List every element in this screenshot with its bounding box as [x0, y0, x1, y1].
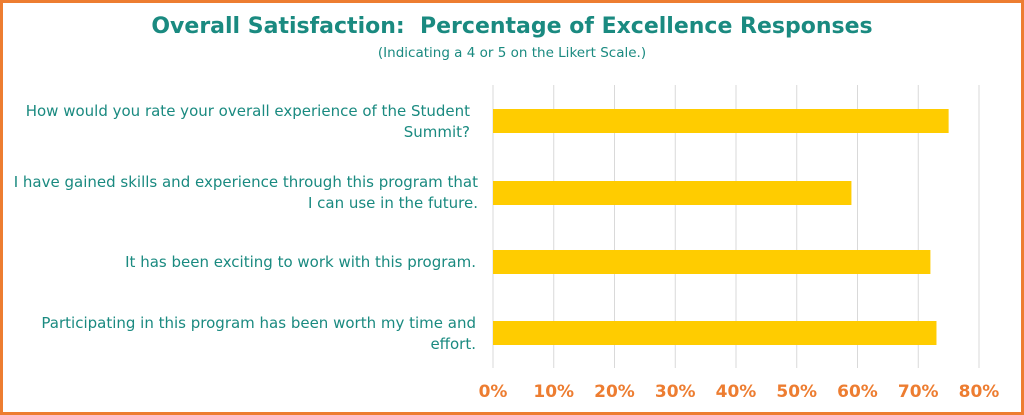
bar	[493, 250, 931, 274]
chart-subtitle: (Indicating a 4 or 5 on the Likert Scale…	[377, 45, 647, 61]
x-tick-label: 30%	[655, 382, 696, 402]
x-tick-label: 80%	[959, 382, 1000, 402]
x-tick-label: 50%	[776, 382, 817, 402]
x-tick-label: 40%	[716, 382, 757, 402]
bar	[493, 321, 937, 345]
x-tick-label: 70%	[898, 382, 939, 402]
category-label: It has been exciting to work with this p…	[125, 253, 476, 271]
bar	[493, 181, 852, 205]
category-label: I have gained skills and experience thro…	[13, 173, 478, 212]
x-tick-label: 0%	[479, 382, 508, 402]
chart-title: Overall Satisfaction: Percentage of Exce…	[151, 14, 873, 39]
x-tick-label: 60%	[837, 382, 878, 402]
category-label: How would you rate your overall experien…	[25, 102, 470, 141]
x-tick-label: 10%	[533, 382, 574, 402]
category-label: Participating in this program has been w…	[41, 314, 476, 353]
x-tick-label: 20%	[594, 382, 635, 402]
bar	[493, 109, 949, 133]
